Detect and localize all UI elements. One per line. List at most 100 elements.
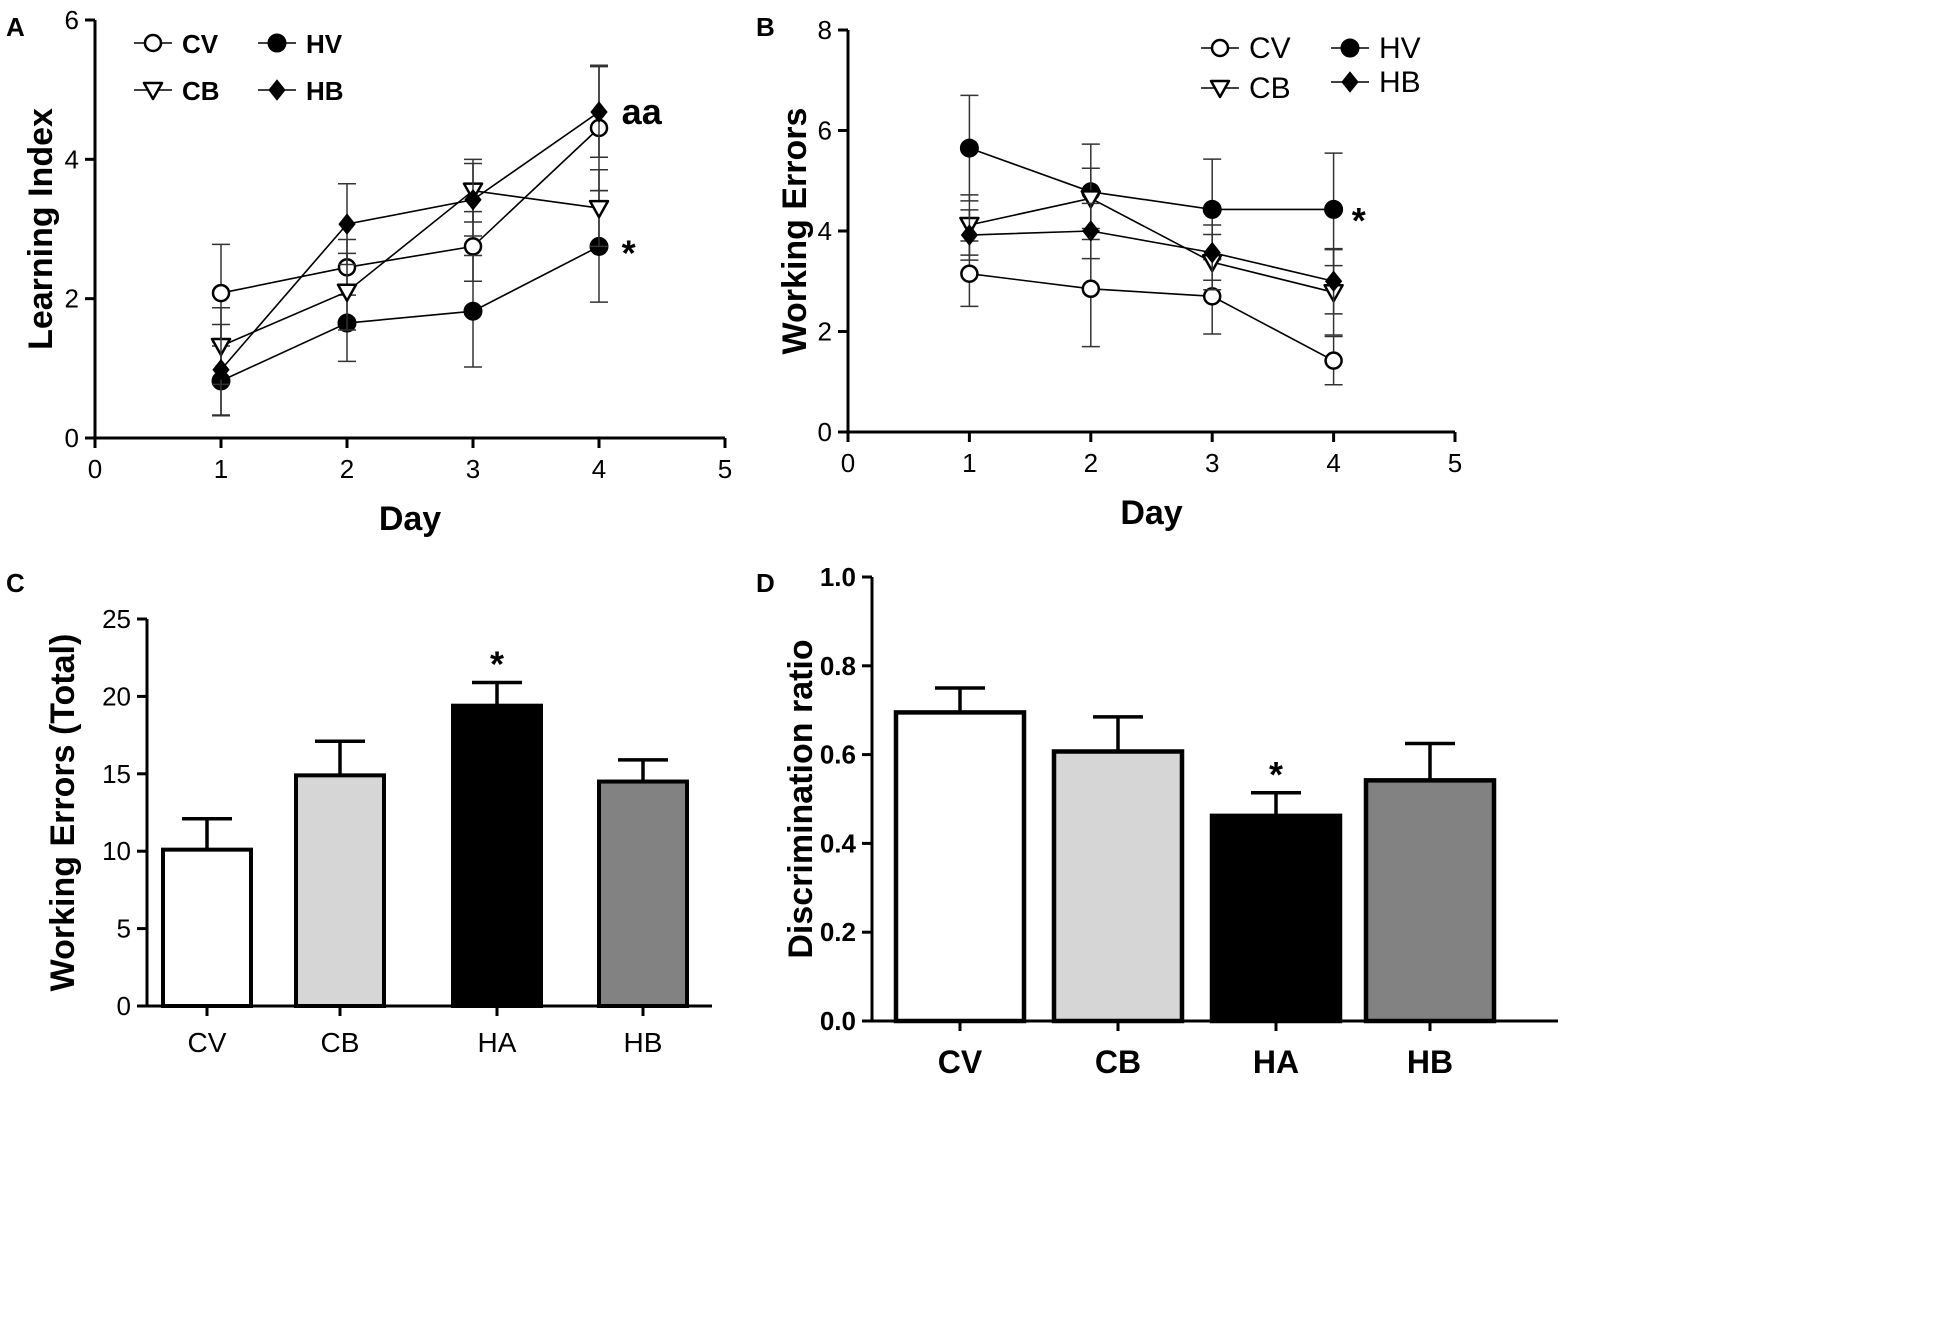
- legend: CV HV CB HB: [1201, 32, 1421, 105]
- category-label: CV: [938, 1044, 983, 1080]
- y-tick-label: 0.6: [820, 740, 856, 770]
- legend-label: CV: [1249, 32, 1291, 65]
- legend-marker: [1341, 71, 1359, 93]
- data-point: [588, 199, 610, 219]
- legend-item-cb: CB: [1201, 72, 1291, 105]
- x-tick-label: 2: [1084, 448, 1098, 478]
- y-tick-label: 0.8: [820, 651, 856, 681]
- legend-label: HB: [1379, 66, 1421, 99]
- category-label: HB: [1407, 1044, 1453, 1080]
- legend-label: CB: [1249, 72, 1291, 105]
- bar-group-cv: CV: [893, 686, 1027, 1080]
- y-tick-label: 15: [102, 759, 131, 789]
- bar-group-ha: HA: [1209, 791, 1343, 1080]
- x-tick-label: 5: [1448, 448, 1462, 478]
- x-axis-title: Day: [1120, 494, 1182, 532]
- y-tick-label: 0.0: [820, 1006, 856, 1036]
- y-tick-label: 0: [117, 991, 131, 1021]
- data-point: [1324, 351, 1343, 370]
- y-tick-label: 20: [102, 681, 131, 711]
- legend-item-hb: HB: [1331, 66, 1421, 99]
- y-tick-label: 0.4: [820, 828, 857, 858]
- legend-item-hv: HV: [1331, 32, 1421, 65]
- data-point: [1202, 199, 1222, 219]
- legend: CV HV CB HB: [134, 29, 344, 106]
- series-hb: [960, 202, 1343, 315]
- x-tick-label: 0: [88, 454, 102, 484]
- legend-marker: [1210, 38, 1230, 58]
- y-tick-label: 0.2: [820, 917, 856, 947]
- significance-annotation: *: [490, 643, 504, 684]
- series-cb: [959, 167, 1344, 336]
- panel-d-bar-chart: D 0.0 0.2 0.4 0.6 0.8 1.0 Discrimination ratio C…: [756, 562, 1558, 1080]
- bar-group-hb: HB: [597, 758, 689, 1058]
- data-point: [1202, 287, 1222, 306]
- significance-annotation: *: [1269, 754, 1283, 795]
- y-tick-label: 0: [818, 417, 832, 447]
- data-point: [212, 358, 230, 381]
- legend-label: HV: [306, 29, 343, 59]
- y-axis-title: Working Errors: [776, 108, 814, 355]
- y-axis-title: Working Errors (Total): [44, 634, 82, 992]
- series-cv: [211, 64, 609, 343]
- y-tick-label: 6: [818, 116, 832, 146]
- legend-label: HV: [1379, 32, 1421, 65]
- y-axis-title: Discrimination ratio: [782, 639, 820, 958]
- data-point: [1203, 241, 1221, 264]
- category-label: CB: [1095, 1044, 1141, 1080]
- legend-marker: [1340, 38, 1360, 58]
- bar-group-cv: CV: [161, 816, 253, 1058]
- data-point: [1081, 279, 1101, 299]
- x-tick-label: 0: [841, 448, 855, 478]
- legend-marker: [143, 33, 163, 53]
- legend-item-cb: CB: [134, 76, 220, 106]
- data-point: [463, 237, 483, 256]
- y-tick-label: 4: [65, 144, 79, 174]
- category-label: CV: [188, 1027, 227, 1058]
- data-point: [590, 101, 608, 123]
- panel-label: A: [6, 12, 25, 42]
- legend-item-hv: HV: [258, 29, 343, 59]
- legend-item-cv: CV: [134, 29, 219, 59]
- y-axis-title: Learning Index: [22, 108, 60, 350]
- series-cv: [960, 230, 1343, 386]
- legend-item-hb: HB: [258, 76, 344, 106]
- x-tick-label: 1: [962, 448, 976, 478]
- legend-label: CB: [182, 76, 220, 106]
- bar-group-cb: CB: [294, 739, 386, 1058]
- y-tick-label: 5: [117, 914, 131, 944]
- legend-label: CV: [182, 29, 219, 59]
- bar-group-cb: CB: [1051, 715, 1185, 1080]
- category-label: HB: [624, 1027, 663, 1058]
- bar-group-hb: HB: [1363, 741, 1497, 1080]
- bar: [1363, 778, 1497, 1024]
- series-hb: [212, 65, 608, 416]
- panel-label: C: [6, 568, 25, 598]
- legend-label: HB: [306, 76, 344, 106]
- x-tick-label: 3: [1205, 448, 1219, 478]
- x-tick-label: 3: [466, 454, 480, 484]
- significance-annotation: *: [622, 232, 636, 273]
- bar: [451, 703, 543, 1008]
- series-line: [220, 245, 600, 382]
- category-label: CB: [321, 1027, 360, 1058]
- y-tick-label: 10: [102, 836, 131, 866]
- y-tick-label: 8: [818, 15, 832, 45]
- significance-annotation: *: [1352, 200, 1366, 241]
- legend-item-cv: CV: [1201, 32, 1291, 65]
- y-tick-label: 2: [818, 317, 832, 347]
- data-point: [1082, 220, 1100, 242]
- series-hv: [959, 94, 1344, 267]
- data-point: [1324, 199, 1344, 219]
- y-tick-label: 2: [65, 284, 79, 314]
- series-line: [969, 230, 1334, 283]
- bar: [1051, 749, 1185, 1024]
- significance-annotation: aa: [622, 91, 663, 132]
- data-point: [959, 138, 979, 158]
- series-line: [220, 127, 600, 294]
- data-point: [336, 283, 358, 302]
- y-tick-label: 0: [65, 423, 79, 453]
- series-line: [220, 111, 600, 371]
- category-label: HA: [1253, 1044, 1299, 1080]
